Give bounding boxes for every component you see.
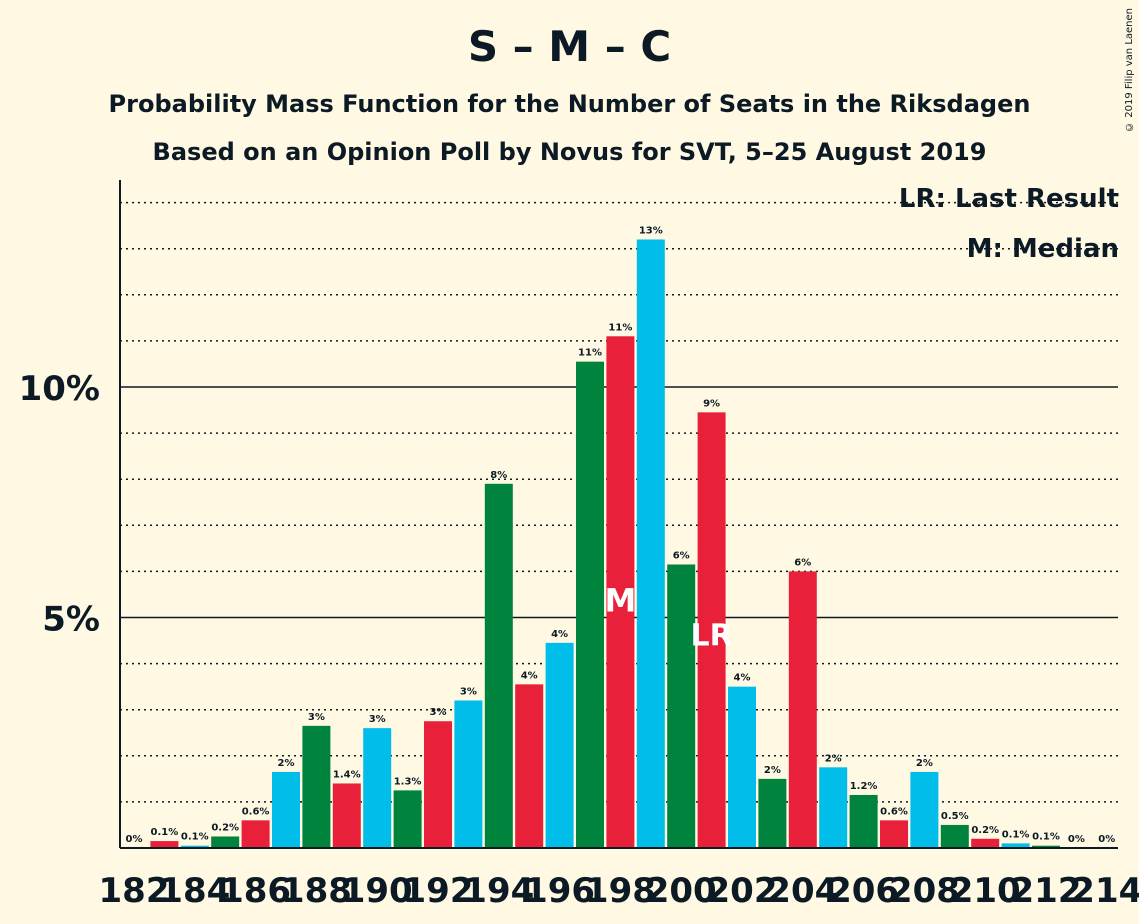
bar-seat-199 (636, 239, 665, 849)
legend-median: M: Median (966, 234, 1119, 264)
bar-value-label: 2% (764, 765, 781, 776)
bar-value-label: 0.1% (151, 827, 179, 838)
bar-seat-194 (484, 483, 513, 848)
bar-seat-200 (667, 564, 696, 848)
bar-value-label: 3% (430, 707, 447, 718)
y-tick-label: 5% (42, 600, 100, 640)
bar-value-label: 4% (551, 629, 568, 640)
bar-seat-187 (272, 771, 300, 848)
x-tick-label: 212 (1011, 871, 1082, 911)
bar-seat-186 (241, 820, 270, 848)
bar-value-label: 4% (734, 673, 751, 684)
x-tick-label: 188 (281, 871, 352, 911)
bar-seat-189 (332, 783, 361, 848)
bar-value-label: 0.1% (1002, 829, 1030, 840)
bar-value-label: 0% (1068, 834, 1085, 845)
x-tick-label: 182 (99, 871, 170, 911)
x-tick-label: 190 (342, 871, 413, 911)
bar-value-label: 2% (278, 758, 295, 769)
bar-seat-185 (211, 836, 240, 848)
bar-seat-207 (880, 820, 908, 848)
x-tick-label: 202 (707, 871, 778, 911)
x-tick-label: 194 (463, 871, 534, 911)
bar-value-label: 0% (1098, 834, 1115, 845)
x-tick-label: 206 (828, 871, 899, 911)
bar-seat-209 (940, 824, 969, 848)
bar-value-label: 8% (490, 470, 507, 481)
bar-seat-198 (606, 336, 635, 848)
bar-seat-188 (302, 725, 331, 848)
bar-value-label: 0.5% (941, 811, 969, 822)
bar-seat-190 (363, 728, 392, 848)
bar-value-label: 0.1% (181, 832, 209, 843)
bar-value-label: 11% (578, 348, 602, 359)
bar-seat-203 (758, 778, 787, 848)
x-tick-label: 200 (646, 871, 717, 911)
bar-seat-206 (849, 794, 878, 848)
bar-seat-212 (1032, 845, 1060, 848)
bar-seat-195 (515, 684, 544, 848)
bar-value-label: 0.6% (880, 806, 908, 817)
bar-seat-197 (576, 361, 604, 848)
bar-seat-184 (180, 845, 209, 848)
bar-value-label: 2% (825, 753, 842, 764)
bar-value-label: 3% (460, 686, 477, 697)
x-tick-label: 214 (1071, 871, 1139, 911)
chart-title: S – M – C (467, 22, 672, 71)
bar-value-label: 6% (794, 557, 811, 568)
last-result-marker: LR (690, 619, 732, 654)
x-tick-label: 196 (524, 871, 595, 911)
bar-seat-204 (788, 571, 817, 848)
bar-value-label: 0.2% (211, 822, 239, 833)
bar-seat-193 (454, 700, 483, 848)
y-tick-label: 10% (19, 369, 100, 409)
x-tick-label: 186 (220, 871, 291, 911)
median-marker: M (604, 582, 636, 620)
bar-value-label: 0.1% (1032, 832, 1060, 843)
bar-value-label: 1.4% (333, 769, 361, 780)
bar-seat-183 (150, 841, 179, 848)
bar-seat-196 (545, 642, 574, 848)
bar-value-label: 9% (703, 398, 720, 409)
bar-seat-192 (424, 721, 452, 848)
bar-seat-208 (910, 771, 939, 848)
bar-value-label: 3% (369, 714, 386, 725)
bar-value-label: 3% (308, 712, 325, 723)
bar-seat-201 (697, 412, 726, 848)
bar-value-label: 0.2% (971, 825, 999, 836)
bar-value-label: 2% (916, 758, 933, 769)
bar-value-label: 1.2% (850, 781, 878, 792)
bar-seat-205 (819, 767, 848, 848)
bar-value-label: 4% (521, 670, 538, 681)
bar-value-label: 6% (673, 550, 690, 561)
chart-subtitle: Probability Mass Function for the Number… (108, 90, 1031, 118)
bar-value-label: 0.6% (242, 806, 270, 817)
bar-value-label: 11% (608, 322, 632, 333)
bar-seat-210 (971, 838, 1000, 848)
x-tick-label: 184 (159, 871, 230, 911)
legend-last-result: LR: Last Result (898, 184, 1119, 214)
x-tick-label: 204 (767, 871, 838, 911)
x-tick-label: 210 (950, 871, 1021, 911)
bar-value-label: 0% (126, 834, 143, 845)
bar-seat-202 (728, 686, 756, 848)
x-tick-label: 198 (585, 871, 656, 911)
chart-subtitle-poll: Based on an Opinion Poll by Novus for SV… (152, 138, 987, 166)
bar-value-label: 1.3% (394, 776, 422, 787)
x-tick-label: 192 (403, 871, 474, 911)
bar-seat-211 (1001, 843, 1030, 848)
bar-seat-191 (393, 790, 422, 848)
x-tick-label: 208 (889, 871, 960, 911)
bar-value-label: 13% (639, 225, 663, 236)
